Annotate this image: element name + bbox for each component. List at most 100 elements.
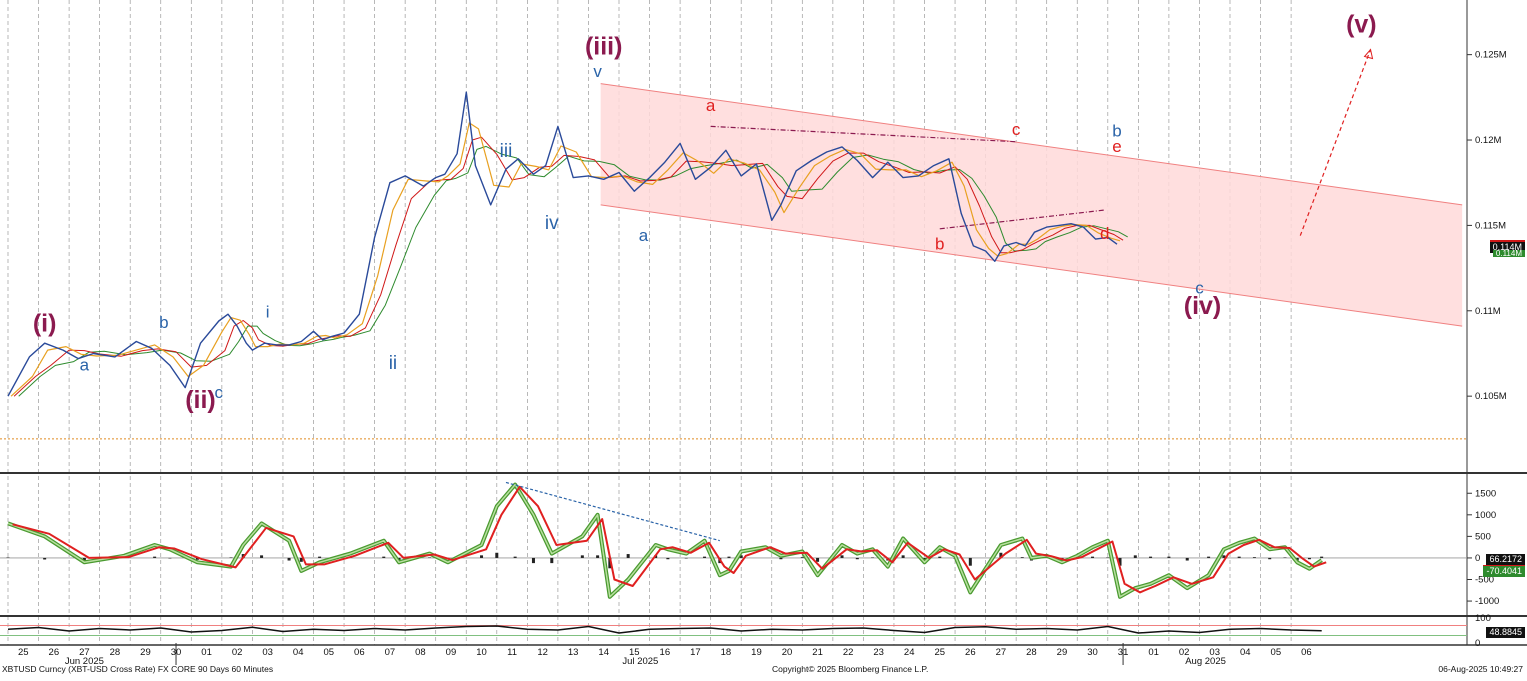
histogram-bar (938, 557, 941, 558)
x-day-label: 01 (201, 647, 212, 658)
x-day-label: 29 (1057, 647, 1068, 658)
histogram-bar (627, 554, 630, 558)
histogram-bar (288, 558, 291, 561)
x-day-label: 06 (1301, 647, 1312, 658)
price-current-badge-2: 0.114M (1493, 250, 1525, 257)
histogram-bar (666, 558, 669, 559)
wave-label: a (706, 96, 716, 115)
histogram-bar (382, 557, 385, 558)
osc-y-tick-label: 1000 (1475, 510, 1496, 521)
x-day-label: 17 (690, 647, 701, 658)
x-day-label: 30 (1087, 647, 1098, 658)
x-day-label: 10 (476, 647, 487, 658)
histogram-bar (1268, 558, 1271, 559)
histogram-bar (1186, 558, 1189, 561)
wave-label: d (1100, 224, 1109, 243)
histogram-bar (816, 558, 819, 562)
x-day-label: 23 (873, 647, 884, 658)
histogram-bar (969, 558, 972, 566)
x-day-label: 03 (262, 647, 273, 658)
wave-label: c (215, 383, 224, 402)
x-day-label: 09 (446, 647, 457, 658)
histogram-bar (153, 557, 156, 558)
x-day-label: 22 (843, 647, 854, 658)
x-day-label: 16 (660, 647, 671, 658)
wave-label: b (935, 234, 944, 253)
osc-y-tick-label: 1500 (1475, 488, 1496, 499)
wave-label: c (1195, 279, 1204, 298)
x-day-label: 19 (751, 647, 762, 658)
histogram-bar (480, 555, 483, 558)
footer-security-label: XBTUSD Curncy (XBT-USD Cross Rate) FX CO… (2, 664, 273, 674)
wave-label: v (593, 62, 602, 81)
histogram-bar (1149, 557, 1152, 558)
wave-label: ii (389, 353, 397, 374)
histogram-bar (168, 558, 171, 559)
x-month-label: Aug 2025 (1185, 656, 1226, 667)
y-tick-label: 0.125M (1475, 50, 1507, 61)
wave-label: e (1112, 137, 1121, 156)
wave-label: a (80, 356, 90, 375)
histogram-bar (1207, 557, 1210, 558)
histogram-bar (1106, 557, 1109, 558)
x-day-label: 11 (507, 647, 517, 658)
histogram-bar (1134, 555, 1137, 558)
footer-copyright: Copyright© 2025 Bloomberg Finance L.P. (772, 664, 928, 674)
x-day-label: 29 (140, 647, 151, 658)
histogram-bar (495, 553, 498, 558)
x-day-label: 28 (110, 647, 121, 658)
osc-y-tick-label: 0 (1475, 553, 1480, 564)
osc-y-tick-label: 500 (1475, 531, 1491, 542)
histogram-bar (801, 557, 804, 558)
histogram-bar (1167, 557, 1170, 558)
histogram-bar (685, 558, 688, 559)
x-day-label: 18 (721, 647, 732, 658)
footer-timestamp: 06-Aug-2025 10:49:27 (1438, 664, 1523, 674)
x-day-label: 14 (598, 647, 609, 658)
histogram-bar (703, 557, 706, 558)
x-day-label: 12 (537, 647, 548, 658)
x-day-label: 07 (385, 647, 396, 658)
histogram-bar (428, 557, 431, 558)
x-day-label: 30 (171, 647, 182, 658)
histogram-bar (43, 558, 46, 560)
signal-value-badge: -70.4041 (1483, 565, 1525, 577)
histogram-bar (871, 557, 874, 558)
histogram-bar (230, 557, 233, 558)
x-day-label: 04 (1240, 647, 1251, 658)
x-day-label: 27 (996, 647, 1007, 658)
x-day-label: 26 (965, 647, 976, 658)
macd-value-badge: 66.2172 (1486, 554, 1525, 565)
wave-label: iv (545, 213, 559, 234)
histogram-bar (514, 557, 517, 558)
osc-y-tick-label: -1000 (1475, 596, 1499, 607)
wave-label: c (1012, 120, 1021, 139)
histogram-bar (318, 557, 321, 558)
wave-label: (i) (33, 309, 57, 337)
x-day-label: 05 (1271, 647, 1282, 658)
x-day-label: 24 (904, 647, 915, 658)
rsi-value-badge: 48.8845 (1486, 627, 1525, 638)
x-day-label: 08 (415, 647, 426, 658)
histogram-bar (1091, 557, 1094, 558)
wave-label: i (266, 303, 270, 322)
x-day-label: 31 (1118, 647, 1129, 658)
wave-label: (ii) (185, 386, 216, 414)
x-day-label: 02 (232, 647, 243, 658)
rsi-y-tick-label: 100 (1475, 613, 1491, 624)
histogram-bar (1021, 557, 1024, 558)
x-day-label: 13 (568, 647, 579, 658)
y-tick-label: 0.12M (1475, 135, 1501, 146)
wave-label: b (159, 313, 168, 332)
histogram-bar (596, 555, 599, 558)
histogram-bar (581, 555, 584, 558)
histogram-bar (1253, 557, 1256, 558)
histogram-bar (1308, 558, 1311, 559)
histogram-bar (727, 557, 730, 558)
x-day-label: 28 (1026, 647, 1037, 658)
histogram-bar (779, 558, 782, 559)
histogram-bar (260, 555, 263, 558)
x-month-label: Jul 2025 (622, 656, 658, 667)
